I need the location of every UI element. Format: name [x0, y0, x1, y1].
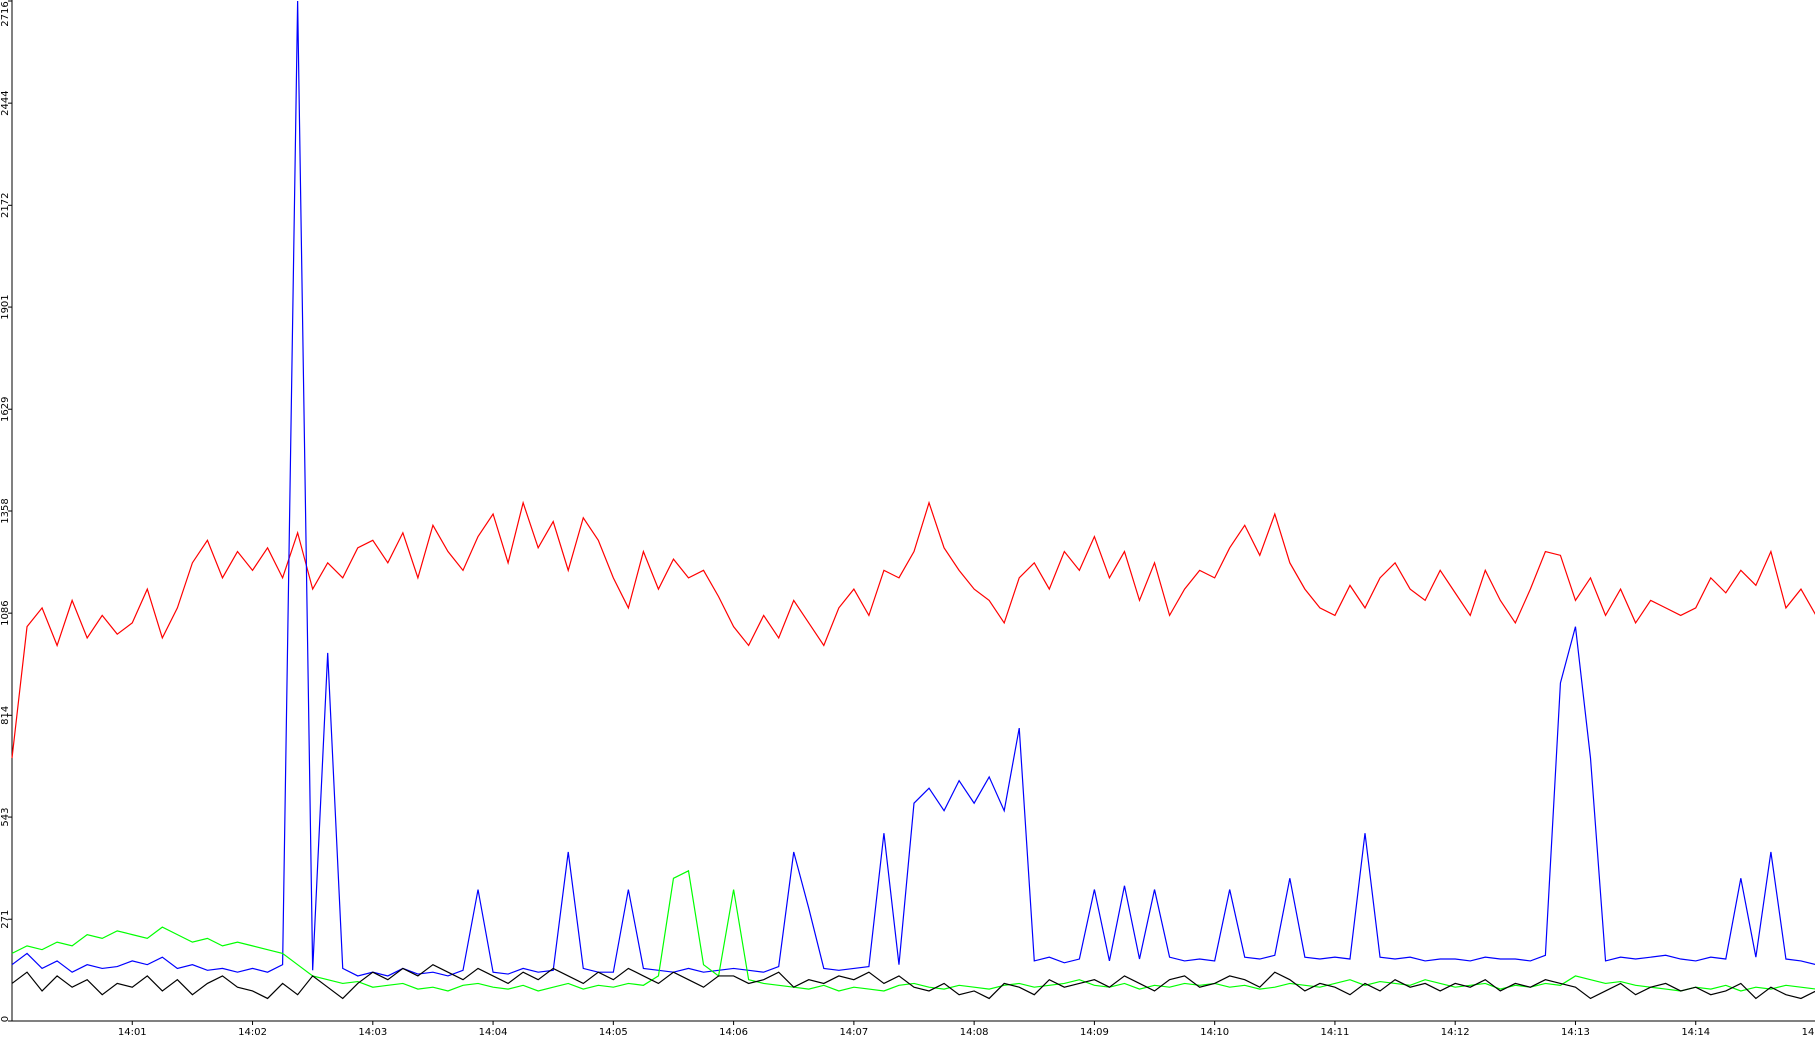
x-tick-label: 14:10	[1200, 1027, 1229, 1038]
x-tick-label: 14:01	[118, 1027, 147, 1038]
y-tick-label: 2716	[0, 1, 11, 26]
x-tick-label: 14:12	[1441, 1027, 1470, 1038]
series-line	[11, 500, 1815, 759]
x-tick-label: 14:09	[1080, 1027, 1109, 1038]
x-tick-label: 14:13	[1561, 1027, 1590, 1038]
series-line	[11, 0, 1815, 977]
series-line	[11, 869, 1815, 992]
x-tick-label: 14:06	[719, 1027, 748, 1038]
x-tick-label: 14:07	[839, 1027, 868, 1038]
y-tick-label: 1358	[0, 498, 11, 523]
y-tick-label: 1629	[0, 396, 11, 421]
y-tick-label: 2172	[0, 193, 11, 218]
x-tick-label: 14:02	[238, 1027, 267, 1038]
y-tick-label: 543	[0, 808, 11, 827]
y-tick-label: 271	[0, 910, 11, 929]
x-tick-label: 14:08	[960, 1027, 989, 1038]
x-tick-label: 14:04	[479, 1027, 508, 1038]
x-tick-label: 14:05	[599, 1027, 628, 1038]
x-tick-label: 14:03	[358, 1027, 387, 1038]
x-tick-label: 14:14	[1681, 1027, 1710, 1038]
y-tick-label: 2444	[0, 90, 11, 115]
x-tick-label: 14:11	[1321, 1027, 1350, 1038]
series-line	[11, 963, 1815, 1000]
y-tick-label: 1901	[0, 294, 11, 319]
y-tick-label: 0	[0, 1016, 11, 1022]
y-tick-label: 1086	[0, 600, 11, 625]
y-tick-label: 814	[0, 706, 11, 725]
x-tick-label: 14:15	[1802, 1027, 1815, 1038]
